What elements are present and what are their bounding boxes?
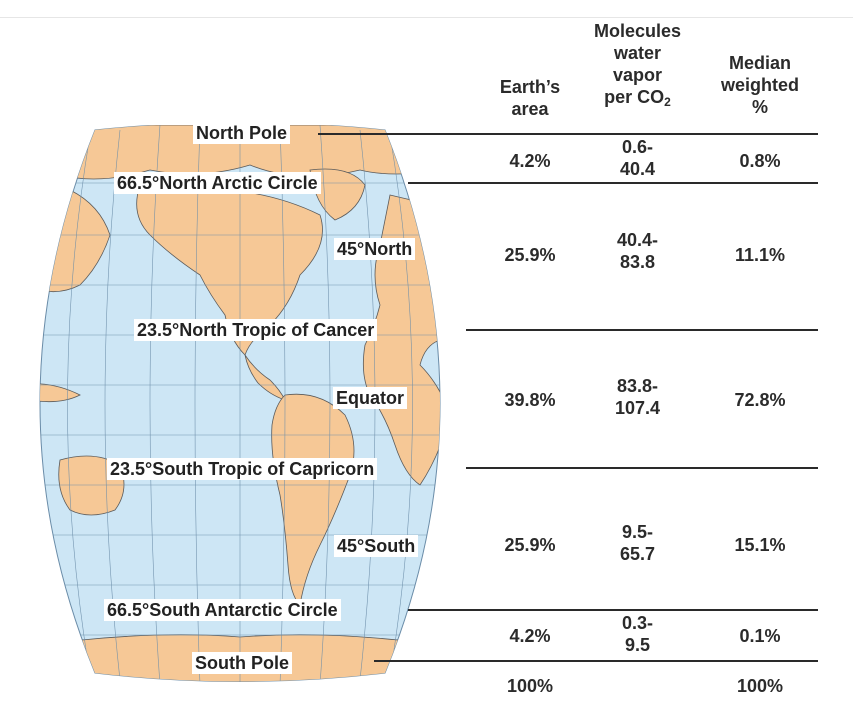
row5-molecules: 0.3- 9.5 bbox=[621, 613, 654, 655]
label-45-south: 45°South bbox=[334, 535, 419, 557]
islands bbox=[40, 383, 81, 403]
total-median: 100% bbox=[736, 676, 784, 696]
row4-area: 25.9% bbox=[504, 535, 556, 555]
header-earths-area: Earth’s area bbox=[499, 77, 561, 119]
row4-median: 15.1% bbox=[734, 535, 786, 555]
label-arctic-circle: 66.5°North Arctic Circle bbox=[114, 172, 321, 194]
label-equator: Equator bbox=[333, 387, 408, 409]
rule-north-pole bbox=[318, 133, 818, 135]
top-divider bbox=[0, 17, 853, 18]
header-molecules: Molecules water vapor per CO2 bbox=[593, 21, 682, 109]
rule-antarctic bbox=[408, 609, 818, 611]
rule-cancer bbox=[466, 329, 818, 331]
row1-median: 0.8% bbox=[739, 151, 781, 171]
row3-area: 39.8% bbox=[504, 390, 556, 410]
row5-area: 4.2% bbox=[509, 626, 551, 646]
label-tropic-of-capricorn: 23.5°South Tropic of Capricorn bbox=[107, 458, 378, 480]
row4-molecules: 9.5- 65.7 bbox=[619, 522, 656, 564]
row3-molecules: 83.8- 107.4 bbox=[614, 376, 661, 418]
label-antarctic-circle: 66.5°South Antarctic Circle bbox=[104, 599, 341, 621]
label-tropic-of-cancer: 23.5°North Tropic of Cancer bbox=[134, 319, 378, 341]
row2-molecules: 40.4- 83.8 bbox=[616, 230, 659, 272]
label-north-pole: North Pole bbox=[193, 122, 291, 144]
europe-africa bbox=[362, 194, 440, 486]
row1-molecules: 0.6- 40.4 bbox=[619, 137, 656, 179]
rule-arctic bbox=[408, 182, 818, 184]
globe-map bbox=[39, 125, 441, 682]
row2-area: 25.9% bbox=[504, 245, 556, 265]
header-median-weighted: Median weighted % bbox=[720, 53, 799, 117]
label-45-north: 45°North bbox=[334, 238, 416, 260]
row1-area: 4.2% bbox=[509, 151, 551, 171]
rule-capricorn bbox=[466, 467, 818, 469]
total-area: 100% bbox=[506, 676, 554, 696]
label-south-pole: South Pole bbox=[192, 652, 292, 674]
row5-median: 0.1% bbox=[739, 626, 781, 646]
rule-south-pole bbox=[374, 660, 818, 662]
row3-median: 72.8% bbox=[734, 390, 786, 410]
row2-median: 11.1% bbox=[734, 245, 786, 265]
